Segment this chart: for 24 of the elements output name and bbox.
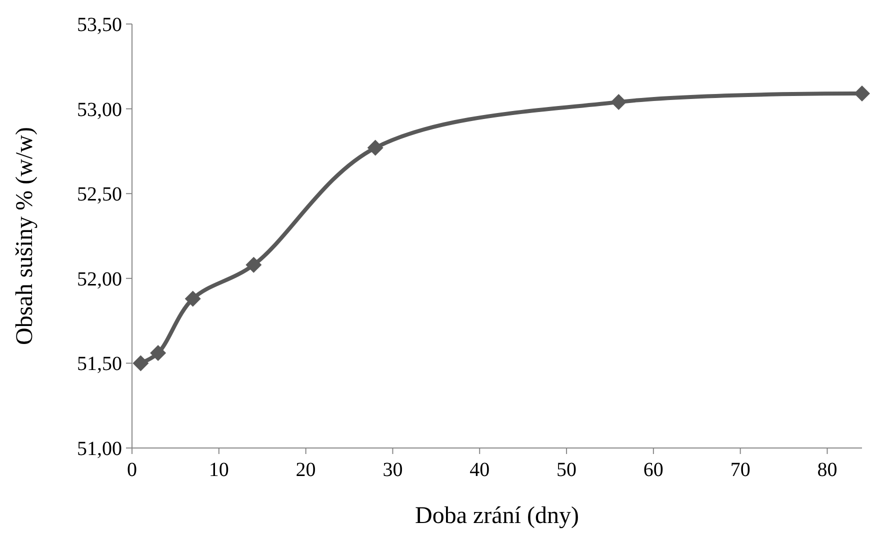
point — [150, 345, 166, 362]
y-tick-label: 51,50 — [77, 353, 122, 376]
x-tick-label: 30 — [382, 459, 403, 481]
point — [246, 256, 262, 273]
point — [854, 86, 870, 102]
x-tick-label: 10 — [208, 459, 229, 481]
x-axis-title: Doba zrání (dny) — [415, 503, 579, 529]
x-tick-label: 50 — [556, 459, 577, 481]
x-tick-label: 40 — [470, 459, 490, 481]
point — [367, 140, 384, 156]
x-tick-label: 20 — [296, 459, 316, 481]
x-tick-label: 60 — [643, 459, 664, 481]
y-tick-label: 53,50 — [77, 14, 122, 36]
x-tick-label: 70 — [730, 459, 750, 481]
point — [610, 94, 627, 110]
point — [132, 355, 149, 372]
y-tick-label: 51,00 — [77, 438, 122, 460]
x-tick-label: 0 — [127, 459, 137, 481]
y-tick-label: 52,00 — [77, 268, 122, 290]
point — [184, 290, 201, 307]
y-axis-title: Obsah sušiny % (w/w) — [12, 127, 38, 345]
x-tick-label: 80 — [817, 459, 838, 481]
y-tick-label: 52,50 — [77, 184, 122, 206]
y-tick-label: 53,00 — [77, 98, 122, 121]
